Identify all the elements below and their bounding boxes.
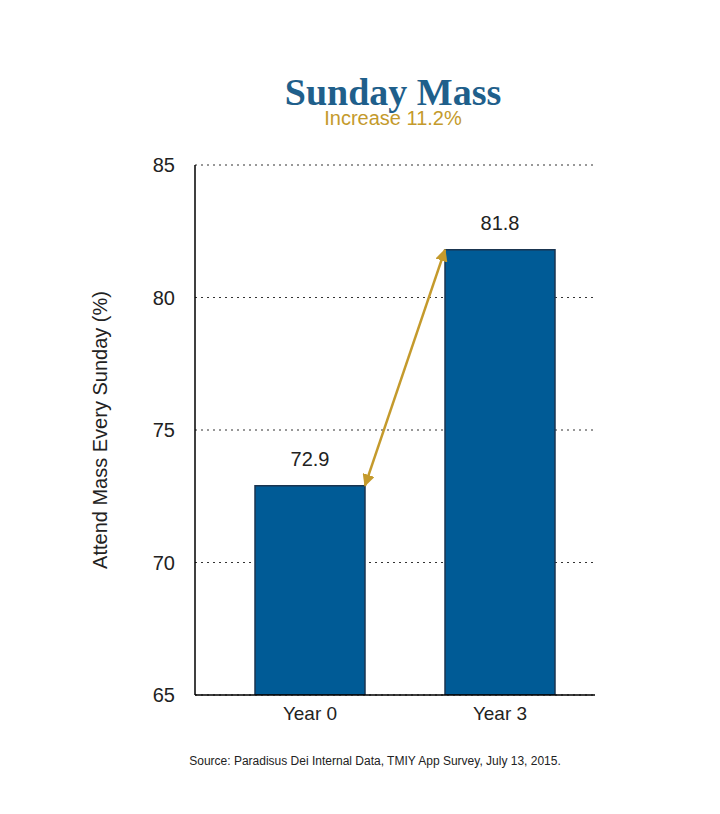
html-text:Sunday Mass: Sunday Mass xyxy=(284,71,502,113)
svg-text:65: 65 xyxy=(153,684,175,706)
html-text:Source: Paradisus Dei Internal: Source: Paradisus Dei Internal Data, TMI… xyxy=(189,754,561,768)
svg-text:75: 75 xyxy=(153,419,175,441)
svg-text:72.9: 72.9 xyxy=(291,448,330,470)
svg-text:Year 0: Year 0 xyxy=(283,703,337,724)
svg-text:Attend Mass Every Sunday (%): Attend Mass Every Sunday (%) xyxy=(89,291,111,569)
svg-text:70: 70 xyxy=(153,552,175,574)
html-text:Increase 11.2%: Increase 11.2% xyxy=(324,107,462,129)
svg-text:81.8: 81.8 xyxy=(481,212,520,234)
svg-text:80: 80 xyxy=(153,287,175,309)
svg-text:Year 3: Year 3 xyxy=(473,703,527,724)
svg-text:85: 85 xyxy=(153,154,175,176)
